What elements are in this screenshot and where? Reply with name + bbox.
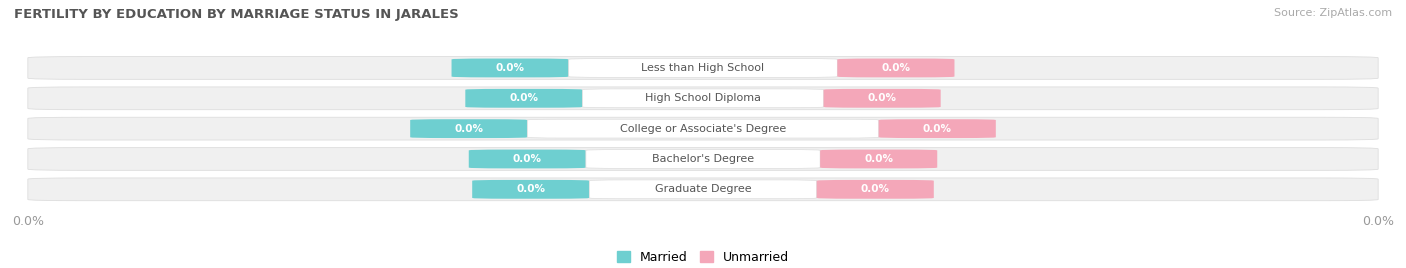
FancyBboxPatch shape: [411, 119, 527, 138]
Text: 0.0%: 0.0%: [868, 93, 897, 103]
FancyBboxPatch shape: [824, 89, 941, 108]
Text: College or Associate's Degree: College or Associate's Degree: [620, 124, 786, 134]
FancyBboxPatch shape: [879, 119, 995, 138]
Text: Less than High School: Less than High School: [641, 63, 765, 73]
FancyBboxPatch shape: [28, 148, 1378, 170]
FancyBboxPatch shape: [586, 150, 820, 168]
Text: 0.0%: 0.0%: [516, 184, 546, 194]
FancyBboxPatch shape: [28, 178, 1378, 201]
FancyBboxPatch shape: [28, 87, 1378, 110]
FancyBboxPatch shape: [472, 180, 589, 199]
FancyBboxPatch shape: [820, 150, 938, 168]
FancyBboxPatch shape: [582, 89, 824, 108]
FancyBboxPatch shape: [465, 89, 582, 108]
FancyBboxPatch shape: [817, 180, 934, 199]
FancyBboxPatch shape: [589, 180, 817, 199]
FancyBboxPatch shape: [28, 57, 1378, 79]
FancyBboxPatch shape: [838, 58, 955, 77]
Text: 0.0%: 0.0%: [882, 63, 911, 73]
Text: 0.0%: 0.0%: [513, 154, 541, 164]
FancyBboxPatch shape: [451, 58, 568, 77]
FancyBboxPatch shape: [28, 117, 1378, 140]
Text: 0.0%: 0.0%: [865, 154, 893, 164]
Text: 0.0%: 0.0%: [860, 184, 890, 194]
Text: 0.0%: 0.0%: [495, 63, 524, 73]
FancyBboxPatch shape: [568, 58, 838, 77]
FancyBboxPatch shape: [468, 150, 586, 168]
Text: FERTILITY BY EDUCATION BY MARRIAGE STATUS IN JARALES: FERTILITY BY EDUCATION BY MARRIAGE STATU…: [14, 8, 458, 21]
Text: Source: ZipAtlas.com: Source: ZipAtlas.com: [1274, 8, 1392, 18]
Text: 0.0%: 0.0%: [509, 93, 538, 103]
Legend: Married, Unmarried: Married, Unmarried: [617, 251, 789, 264]
Text: High School Diploma: High School Diploma: [645, 93, 761, 103]
Text: 0.0%: 0.0%: [454, 124, 484, 134]
Text: Graduate Degree: Graduate Degree: [655, 184, 751, 194]
FancyBboxPatch shape: [527, 119, 879, 138]
Text: Bachelor's Degree: Bachelor's Degree: [652, 154, 754, 164]
Text: 0.0%: 0.0%: [922, 124, 952, 134]
